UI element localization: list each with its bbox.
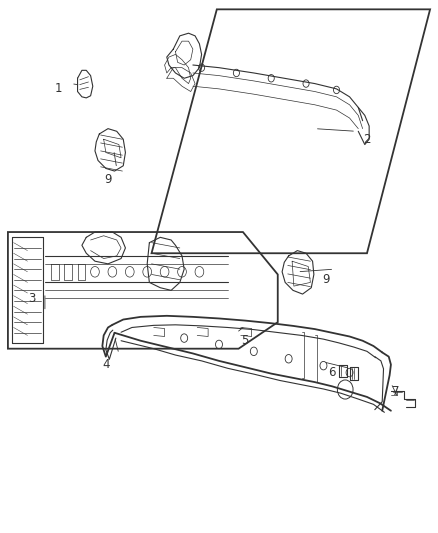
Text: 1: 1 [54,83,62,95]
Text: 5: 5 [241,334,249,347]
Text: 4: 4 [102,358,110,371]
Text: 2: 2 [363,133,371,146]
Text: 9: 9 [104,173,112,185]
Text: 6: 6 [328,366,336,379]
Text: 3: 3 [28,292,35,305]
Text: 7: 7 [392,385,399,398]
Text: 9: 9 [322,273,329,286]
